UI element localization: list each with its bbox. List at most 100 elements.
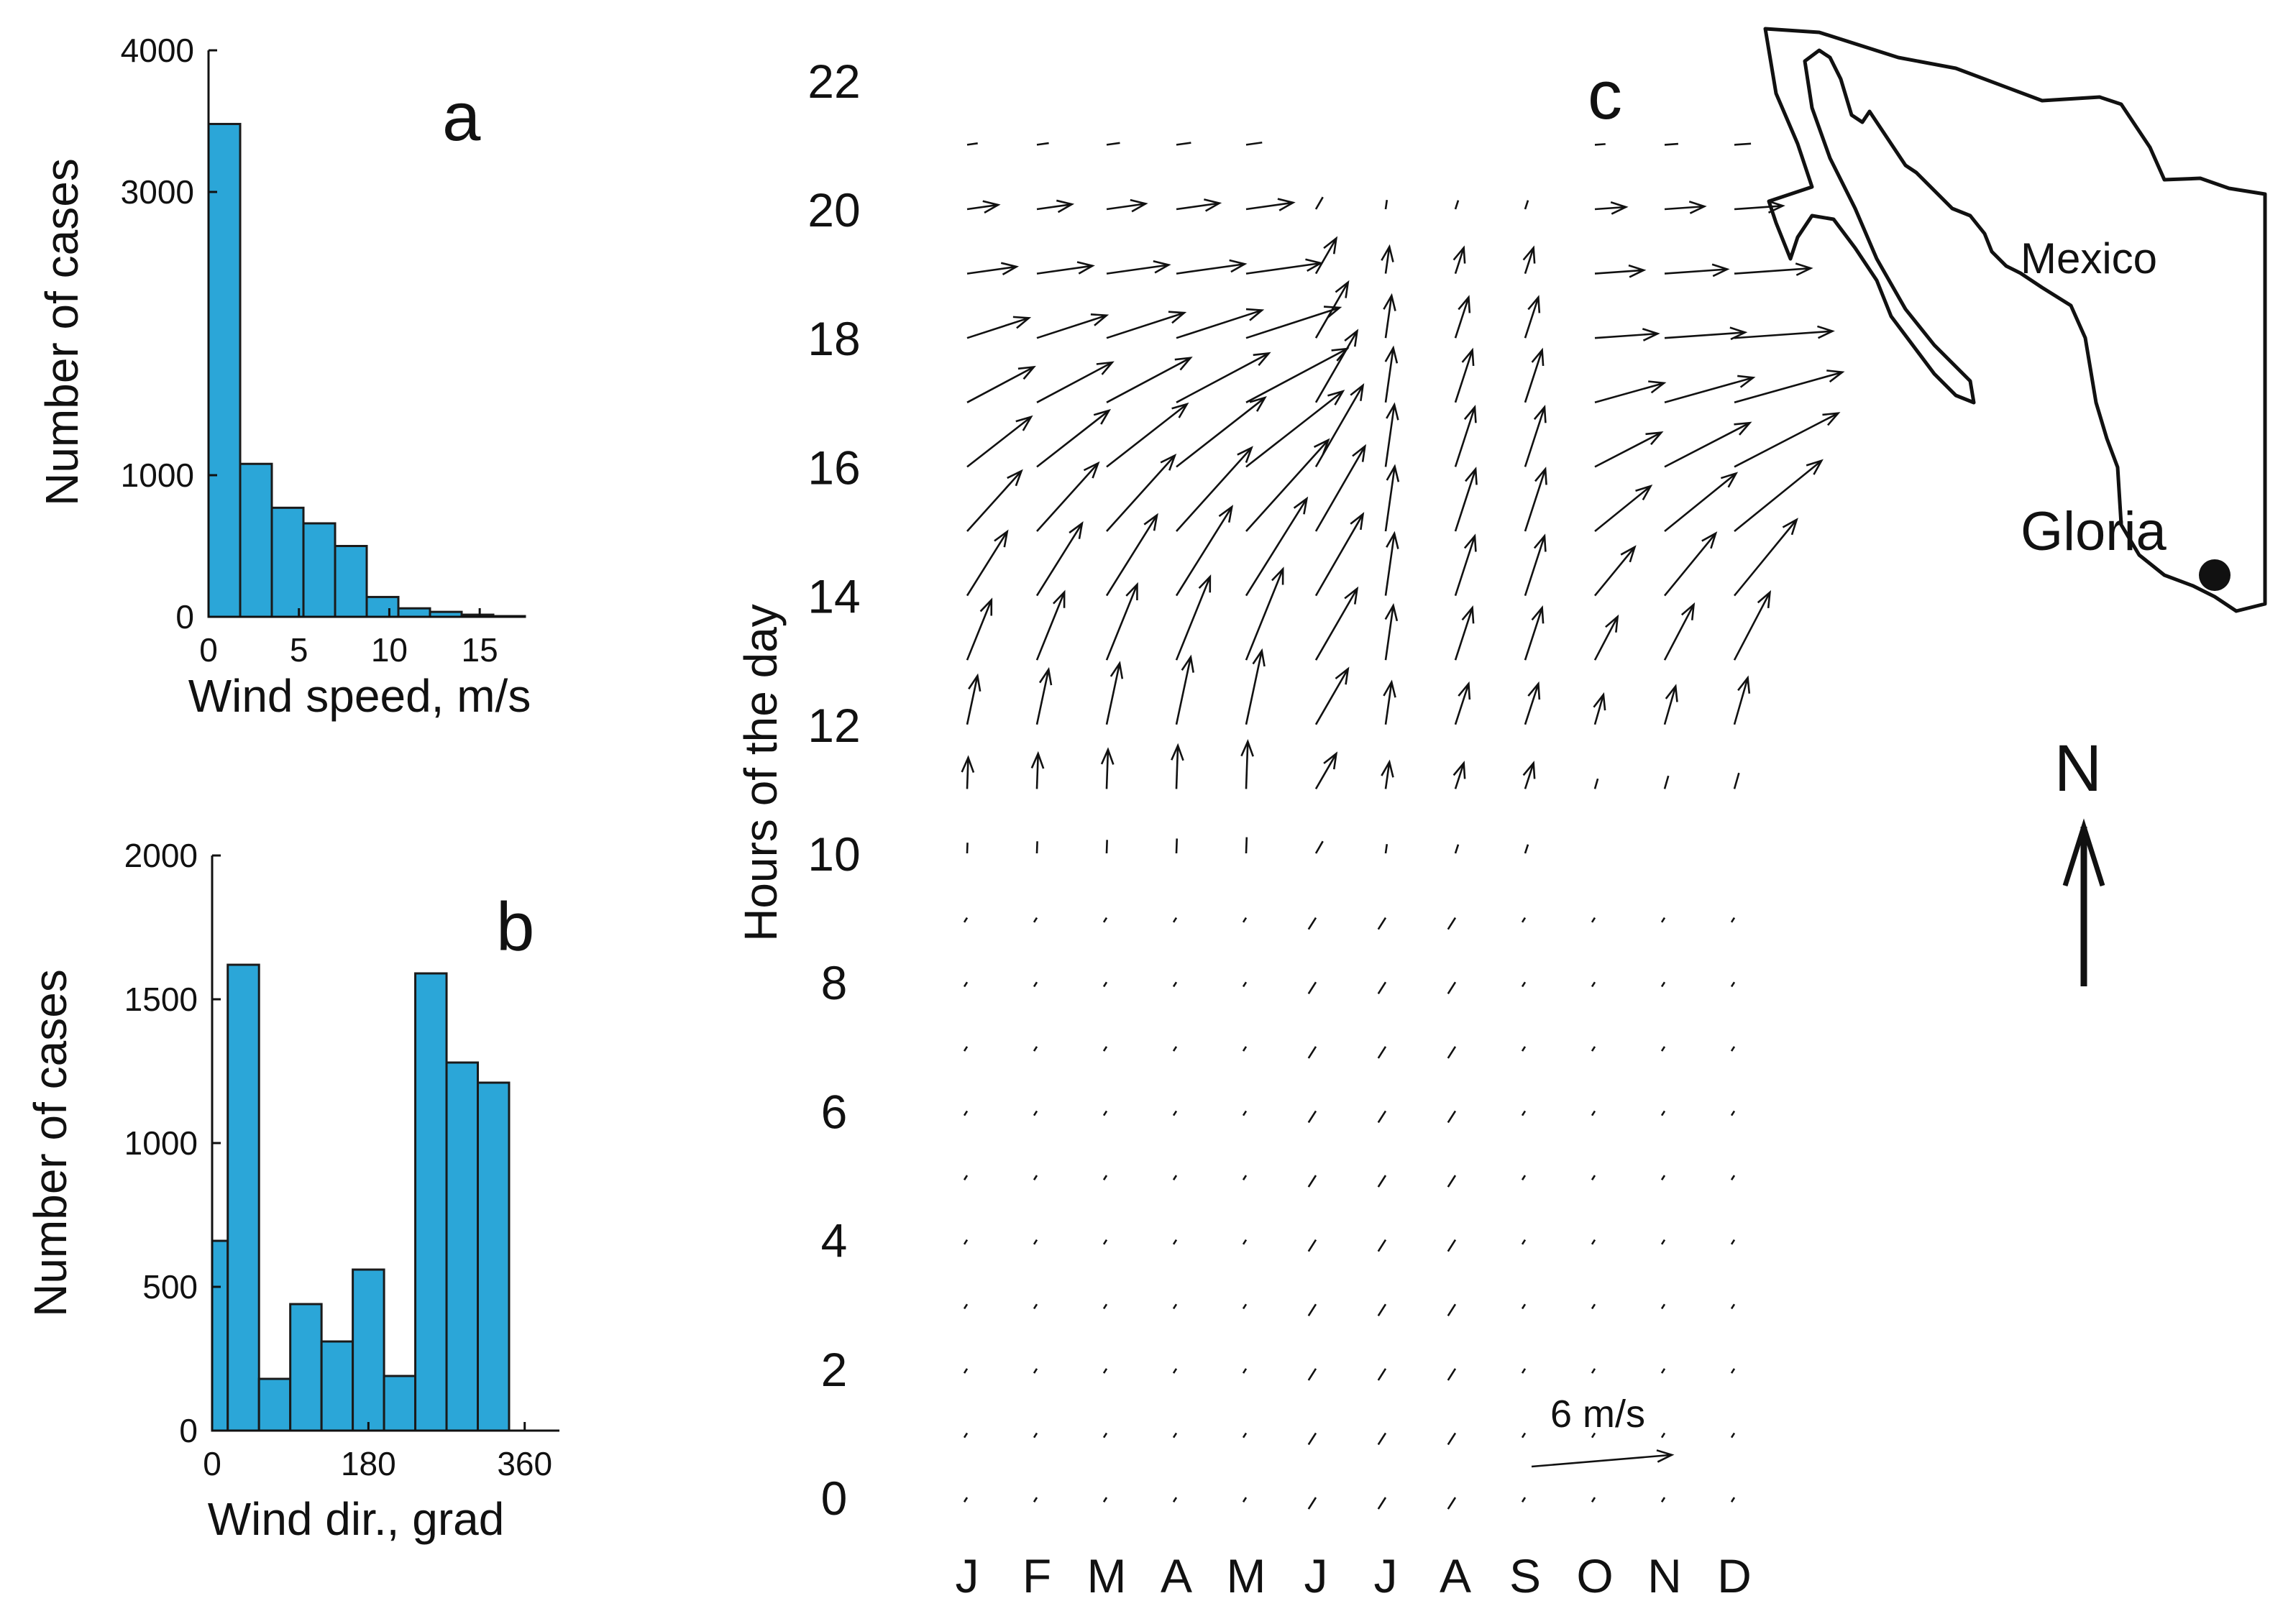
arrow-shaft [1660, 1497, 1666, 1503]
arrow-shaft [1591, 1497, 1596, 1503]
wind-arrow [1036, 361, 1115, 403]
arrow-head [1701, 531, 1718, 549]
arrow-head [1305, 258, 1324, 272]
wind-arrow [1106, 454, 1177, 532]
wind-arrow [963, 1110, 969, 1116]
wind-arrow [1663, 775, 1670, 789]
arrow-head [1218, 505, 1234, 523]
wind-arrow [1176, 308, 1265, 339]
wind-arrow [1172, 1175, 1178, 1180]
wind-arrow [1307, 1303, 1317, 1316]
arrow-shaft [1730, 1432, 1736, 1439]
wind-speed-y-title: Number of cases [36, 158, 88, 506]
arrow-shaft [1036, 265, 1093, 275]
y-tick-label: 0 [175, 598, 194, 636]
arrow-head [1648, 380, 1667, 394]
wind-arrow [1175, 838, 1179, 854]
arrow-shaft [1245, 741, 1249, 789]
arrow-shaft [1106, 264, 1169, 275]
arrow-head [982, 200, 1001, 214]
arrow-shaft [1035, 669, 1050, 725]
arrow-shaft [1176, 309, 1263, 339]
arrow-head [1168, 311, 1187, 324]
wind-arrow [1036, 408, 1112, 468]
wind-arrow [1454, 533, 1477, 597]
arrow-head [1327, 390, 1345, 405]
arrow-shaft [1733, 519, 1798, 597]
wind-arrow [1521, 1175, 1527, 1180]
arrow-head [1271, 566, 1284, 585]
wind-arrow [1594, 484, 1653, 533]
arrow-shaft [1106, 142, 1120, 146]
arrow-shaft [1245, 306, 1340, 339]
arrow-head [1531, 605, 1545, 624]
wind-arrow [1452, 761, 1466, 789]
arrow-shaft [1734, 412, 1839, 468]
wind-arrow [966, 316, 1032, 339]
wind-direction-x-ticks: 0 180 360 [203, 1422, 552, 1482]
bar [289, 1303, 323, 1432]
arrow-shaft [1524, 247, 1534, 275]
wind-arrow [1384, 464, 1400, 532]
wind-arrow [1591, 981, 1596, 988]
arrow-head [1352, 444, 1367, 462]
scale-arrow [1531, 1449, 1675, 1468]
arrow-head [1522, 245, 1536, 264]
scale-arrow-legend: 6 m/s [1531, 1393, 1675, 1468]
arrow-shaft [1102, 917, 1108, 923]
arrow-shaft [966, 531, 1008, 597]
wind-arrow [963, 1303, 969, 1310]
arrow-shaft [1105, 749, 1110, 789]
arrow-shaft [1730, 981, 1736, 988]
arrow-shaft [1377, 981, 1387, 994]
arrow-shaft [1593, 546, 1636, 597]
arrow-head [1143, 513, 1158, 531]
wind-arrow [1245, 258, 1324, 275]
arrow-shaft [1102, 1046, 1108, 1052]
wind-arrow [1660, 1303, 1666, 1310]
wind-arrow [1660, 1175, 1666, 1180]
month-tick-label: M [1227, 1549, 1266, 1602]
arrow-head [1090, 313, 1110, 326]
wind-arrow [1594, 431, 1664, 468]
wind-arrow [1593, 692, 1606, 725]
arrow-head [1461, 347, 1475, 367]
y-tick-label: 4000 [121, 32, 194, 69]
arrow-shaft [1447, 1432, 1457, 1446]
arrow-shaft [1033, 1432, 1038, 1439]
wind-arrow [1242, 1303, 1248, 1310]
wind-arrow [1171, 743, 1184, 789]
arrow-shaft [1242, 981, 1248, 988]
arrow-shaft [1531, 1454, 1673, 1468]
wind-arrow [1033, 1175, 1038, 1180]
wind-arrow [1384, 199, 1388, 210]
month-tick-label: J [1304, 1549, 1328, 1602]
arrow-shaft [1377, 1110, 1387, 1124]
arrow-shaft [1454, 536, 1476, 597]
arrow-head [1527, 295, 1541, 313]
arrow-shaft [1307, 1046, 1317, 1059]
bar [211, 1239, 229, 1432]
wind-arrow [1591, 1303, 1596, 1310]
wind-arrow [963, 1432, 969, 1439]
wind-arrow [1734, 459, 1824, 533]
arrow-shaft [1664, 472, 1737, 533]
hour-tick-label: 18 [807, 312, 860, 365]
wind-arrow [1102, 1046, 1108, 1052]
arrow-shaft [1033, 1046, 1038, 1052]
wind-arrow [1447, 1175, 1457, 1188]
arrow-shaft [1036, 314, 1107, 339]
wind-arrow [1730, 1368, 1736, 1374]
arrow-shaft [1036, 462, 1099, 532]
wind-speed-y-ticks: 0 1000 3000 4000 [121, 32, 217, 636]
north-label: N [2054, 732, 2102, 805]
arrow-shaft [1242, 1432, 1248, 1439]
arrow-shaft [1521, 1432, 1527, 1439]
arrow-shaft [1033, 1303, 1038, 1310]
arrow-shaft [1521, 1175, 1527, 1180]
arrow-shaft [1524, 683, 1539, 725]
x-tick-label: 180 [341, 1445, 396, 1482]
wind-arrow [1102, 1175, 1108, 1180]
arrow-shaft [963, 1432, 969, 1439]
wind-arrow [1106, 402, 1189, 468]
